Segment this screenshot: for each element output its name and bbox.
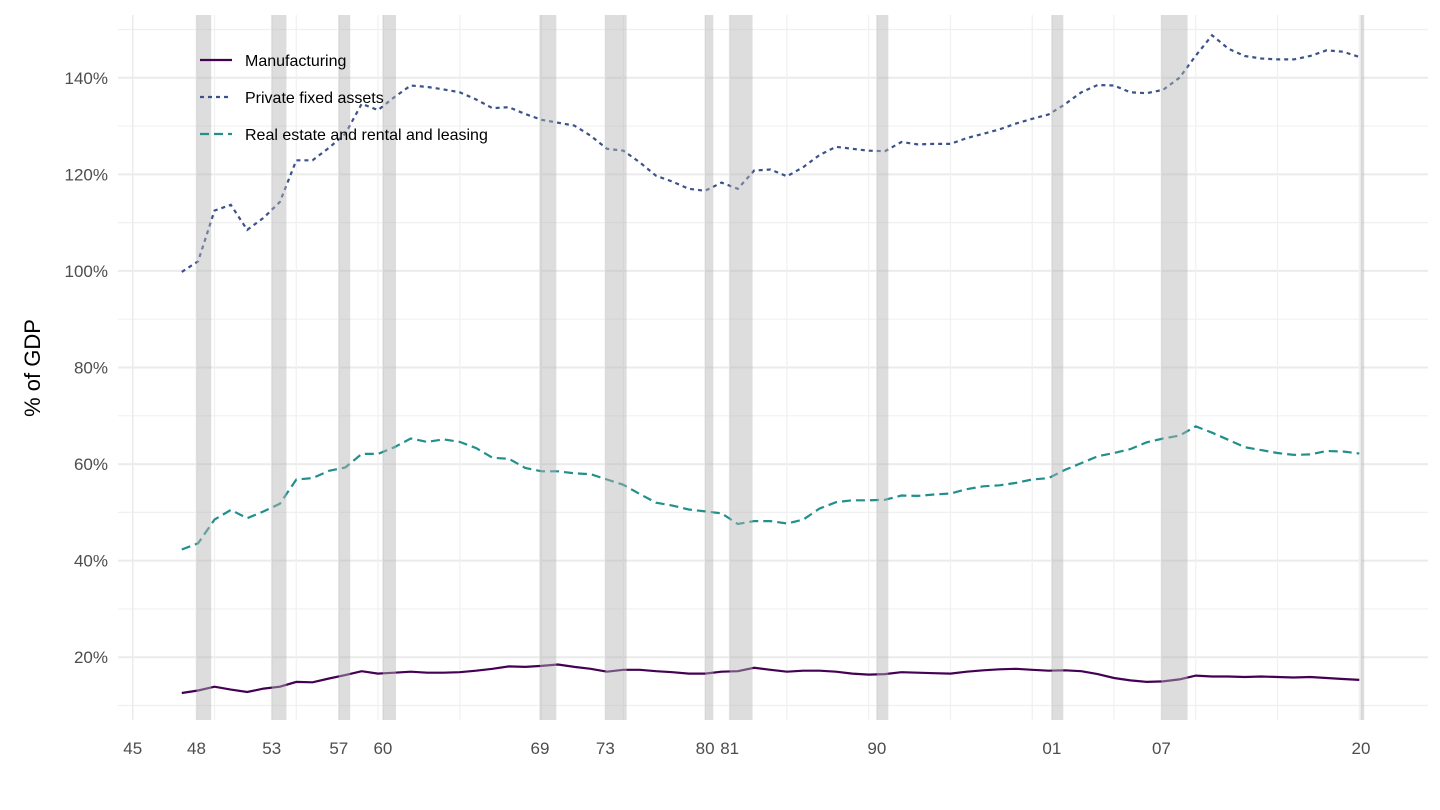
recession-band [1161,15,1188,720]
recession-band [1360,15,1365,720]
x-tick-label: 81 [720,739,739,758]
recession-band [271,15,287,720]
series-line-real-estate-and-rental-and-leasing [181,425,1360,551]
recession-bands [196,15,1365,720]
y-tick-label: 80% [74,359,108,378]
x-tick-label: 73 [596,739,615,758]
recession-band [539,15,557,720]
legend-label: Real estate and rental and leasing [245,127,488,144]
y-tick-label: 40% [74,552,108,571]
x-tick-label: 01 [1042,739,1061,758]
recession-band [196,15,212,720]
x-tick-label: 69 [530,739,549,758]
x-tick-label: 20 [1351,739,1370,758]
y-tick-label: 140% [65,69,108,88]
recession-band [876,15,889,720]
recession-band [705,15,714,720]
y-tick-label: 120% [65,165,108,184]
recession-band [729,15,753,720]
x-tick-label: 45 [123,739,142,758]
x-tick-label: 80 [696,739,715,758]
recession-band [605,15,627,720]
x-tick-label: 53 [262,739,281,758]
y-axis-ticks: 20% 40% 60% 80% 100% 120% 140% [65,69,108,667]
y-tick-label: 100% [65,262,108,281]
grid-lines [118,15,1428,720]
x-tick-label: 48 [187,739,206,758]
recession-band [1051,15,1064,720]
legend: Manufacturing Private fixed assets Real es… [200,53,488,144]
x-axis-ticks: 45 48 53 57 60 69 73 80 81 90 01 07 20 [123,739,1370,758]
series-lines [181,33,1360,695]
legend-label: Private fixed assets [245,90,384,107]
legend-label: Manufacturing [245,53,346,70]
y-tick-label: 60% [74,455,108,474]
x-tick-label: 57 [329,739,348,758]
series-line-manufacturing [181,663,1360,695]
recession-band [338,15,351,720]
recession-band [382,15,397,720]
series-line-private-fixed-assets [181,33,1360,273]
x-tick-label: 90 [867,739,886,758]
y-axis-label: % of GDP [20,319,45,417]
x-tick-label: 60 [373,739,392,758]
x-tick-label: 07 [1152,739,1171,758]
y-tick-label: 20% [74,648,108,667]
